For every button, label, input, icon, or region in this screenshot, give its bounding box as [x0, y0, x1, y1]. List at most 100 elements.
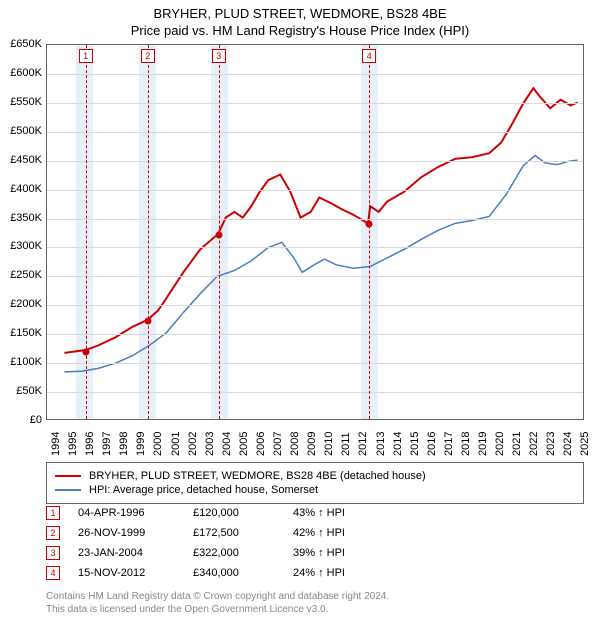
x-axis-label: 1995 — [67, 432, 79, 456]
x-axis-label: 2025 — [579, 432, 591, 456]
y-axis-label: £550K — [2, 96, 42, 108]
y-axis-label: £250K — [2, 269, 42, 281]
event-point-dot — [215, 231, 222, 238]
event-delta: 39% ↑ HPI — [293, 547, 393, 559]
legend-label: HPI: Average price, detached house, Some… — [89, 484, 318, 496]
chart-titles: BRYHER, PLUD STREET, WEDMORE, BS28 4BE P… — [0, 0, 600, 38]
x-axis-label: 2019 — [477, 432, 489, 456]
x-axis-label: 2002 — [187, 432, 199, 456]
grid-line — [47, 74, 583, 75]
grid-line — [47, 161, 583, 162]
event-point-dot — [82, 348, 89, 355]
x-axis-label: 2023 — [545, 432, 557, 456]
event-date: 04-APR-1996 — [78, 507, 193, 519]
event-marker-box: 2 — [141, 49, 155, 63]
x-axis-label: 2020 — [494, 432, 506, 456]
y-axis-label: £350K — [2, 212, 42, 224]
y-axis-label: £150K — [2, 327, 42, 339]
x-axis-label: 2022 — [528, 432, 540, 456]
y-axis-label: £300K — [2, 240, 42, 252]
grid-line — [47, 219, 583, 220]
x-axis-label: 2009 — [306, 432, 318, 456]
y-axis-label: £50K — [2, 385, 42, 397]
footer-text: Contains HM Land Registry data © Crown c… — [46, 590, 389, 616]
event-delta: 24% ↑ HPI — [293, 567, 393, 579]
legend: BRYHER, PLUD STREET, WEDMORE, BS28 4BE (… — [46, 462, 584, 504]
event-row: 1 04-APR-1996£120,00043% ↑ HPI — [46, 506, 393, 520]
x-axis-label: 2008 — [289, 432, 301, 456]
event-row-marker: 2 — [46, 526, 60, 540]
x-axis-label: 1999 — [135, 432, 147, 456]
grid-line — [47, 334, 583, 335]
event-row-marker: 1 — [46, 506, 60, 520]
series-line — [64, 156, 577, 372]
x-axis-label: 2001 — [170, 432, 182, 456]
grid-line — [47, 392, 583, 393]
grid-line — [47, 103, 583, 104]
event-delta: 43% ↑ HPI — [293, 507, 393, 519]
x-axis-label: 1997 — [101, 432, 113, 456]
x-axis-label: 2000 — [152, 432, 164, 456]
x-axis-label: 1996 — [84, 432, 96, 456]
x-axis-label: 2003 — [204, 432, 216, 456]
event-marker-box: 3 — [212, 49, 226, 63]
event-date: 23-JAN-2004 — [78, 547, 193, 559]
event-date: 15-NOV-2012 — [78, 567, 193, 579]
legend-label: BRYHER, PLUD STREET, WEDMORE, BS28 4BE (… — [89, 470, 426, 482]
x-axis-label: 2014 — [392, 432, 404, 456]
x-axis-label: 2011 — [340, 432, 352, 456]
event-price: £322,000 — [193, 547, 293, 559]
event-row: 226-NOV-1999£172,50042% ↑ HPI — [46, 526, 393, 540]
x-axis-label: 2005 — [238, 432, 250, 456]
footer-line1: Contains HM Land Registry data © Crown c… — [46, 590, 389, 603]
y-axis-label: £400K — [2, 183, 42, 195]
event-point-dot — [366, 221, 373, 228]
y-axis-label: £500K — [2, 125, 42, 137]
series-line — [64, 88, 577, 353]
event-row-marker: 3 — [46, 546, 60, 560]
event-price: £340,000 — [193, 567, 293, 579]
x-axis-label: 1994 — [50, 432, 62, 456]
event-point-dot — [144, 318, 151, 325]
x-axis-label: 2012 — [357, 432, 369, 456]
events-table: 1 04-APR-1996£120,00043% ↑ HPI 2 26-NOV-199… — [46, 506, 393, 586]
legend-item: BRYHER, PLUD STREET, WEDMORE, BS28 4BE (… — [55, 470, 575, 482]
grid-line — [47, 276, 583, 277]
x-axis-label: 1998 — [118, 432, 130, 456]
x-axis-label: 2017 — [443, 432, 455, 456]
legend-swatch — [55, 489, 81, 491]
event-marker-box: 4 — [362, 49, 376, 63]
y-axis-label: £100K — [2, 356, 42, 368]
event-row: 3 23-JAN-2004£322,00039% ↑ HPI — [46, 546, 393, 560]
y-axis-label: £650K — [2, 38, 42, 50]
event-marker-box: 1 — [79, 49, 93, 63]
event-dashed-line — [369, 45, 370, 419]
event-dashed-line — [86, 45, 87, 419]
y-axis-label: £450K — [2, 154, 42, 166]
x-axis-label: 2004 — [221, 432, 233, 456]
x-axis-label: 2010 — [323, 432, 335, 456]
title-sub: Price paid vs. HM Land Registry's House … — [0, 23, 600, 38]
footer-line2: This data is licensed under the Open Gov… — [46, 603, 389, 616]
x-axis-label: 2021 — [511, 432, 523, 456]
x-axis-label: 2015 — [409, 432, 421, 456]
grid-line — [47, 132, 583, 133]
grid-line — [47, 363, 583, 364]
y-axis-label: £0 — [2, 414, 42, 426]
grid-line — [47, 305, 583, 306]
event-price: £172,500 — [193, 527, 293, 539]
x-axis-label: 2024 — [562, 432, 574, 456]
event-row: 4 15-NOV-2012£340,00024% ↑ HPI — [46, 566, 393, 580]
x-axis-label: 2007 — [272, 432, 284, 456]
grid-line — [47, 190, 583, 191]
legend-swatch — [55, 475, 81, 477]
event-date: 26-NOV-1999 — [78, 527, 193, 539]
x-axis-label: 2018 — [460, 432, 472, 456]
event-row-marker: 4 — [46, 566, 60, 580]
legend-item: HPI: Average price, detached house, Some… — [55, 484, 575, 496]
y-axis-label: £200K — [2, 298, 42, 310]
grid-line — [47, 247, 583, 248]
chart-plot-area: 1 2 3 4 — [46, 44, 584, 420]
x-axis-label: 2013 — [375, 432, 387, 456]
event-price: £120,000 — [193, 507, 293, 519]
